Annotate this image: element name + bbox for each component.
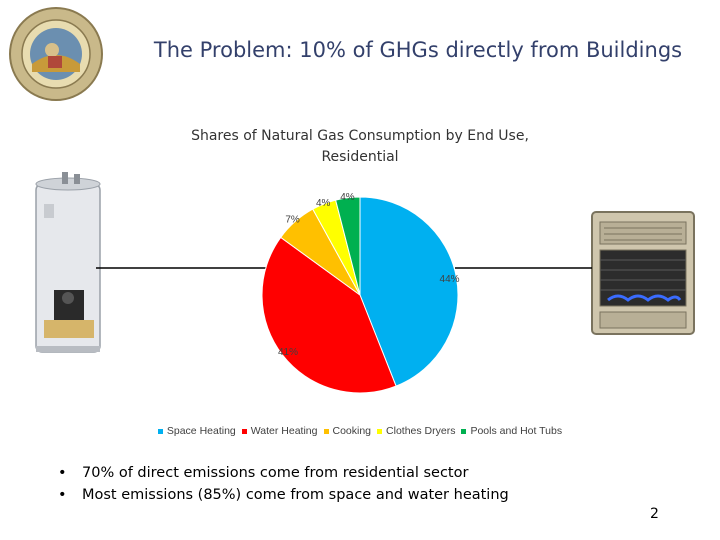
state-seal-icon (9, 7, 103, 101)
legend-item: Space Heating (157, 425, 236, 437)
legend-swatch (241, 428, 247, 434)
bullet-list: • 70% of direct emissions come from resid… (58, 462, 509, 506)
legend-item: Pools and Hot Tubs (461, 425, 562, 437)
legend-label: Pools and Hot Tubs (470, 425, 563, 437)
bullet-item: • 70% of direct emissions come from resid… (58, 462, 509, 484)
legend-item: Water Heating (241, 425, 318, 437)
page-number: 2 (650, 506, 659, 522)
legend-swatch (377, 428, 383, 434)
bullet-text: Most emissions (85%) come from space and… (82, 487, 509, 503)
bullet-text: 70% of direct emissions come from reside… (82, 465, 469, 481)
data-label: 4% (316, 198, 331, 209)
chart-title-line-1: Shares of Natural Gas Consumption by End… (191, 128, 529, 144)
slide-title: The Problem: 10% of GHGs directly from B… (153, 38, 683, 62)
pie-slice-water-heating (261, 236, 397, 394)
chart-title-line-2: Residential (321, 149, 399, 165)
data-label: 41% (278, 347, 298, 358)
data-label: 44% (440, 274, 460, 285)
data-label: 4% (340, 192, 355, 203)
chart-title: Shares of Natural Gas Consumption by End… (160, 126, 560, 168)
legend-label: Cooking (332, 425, 372, 437)
chart-legend: Space Heating Water Heating Cooking Clothes… (120, 425, 600, 437)
legend-swatch (157, 428, 163, 434)
legend-label: Space Heating (166, 425, 236, 437)
water-heater-icon (35, 172, 101, 353)
legend-swatch (323, 428, 329, 434)
legend-item: Clothes Dryers (377, 425, 455, 437)
legend-label: Water Heating (250, 425, 318, 437)
legend-item: Cooking (323, 425, 372, 437)
pie-slice-space-heating (359, 196, 459, 387)
bullet-marker: • (58, 487, 67, 503)
legend-label: Clothes Dryers (386, 425, 456, 437)
bullet-item: • Most emissions (85%) come from space an… (58, 484, 509, 506)
legend-swatch (461, 428, 467, 434)
bullet-marker: • (58, 465, 67, 481)
wall-space-heater-icon (591, 211, 695, 335)
data-label: 7% (285, 215, 300, 226)
pie-slice-pools-and-hot-tubs (335, 196, 361, 296)
